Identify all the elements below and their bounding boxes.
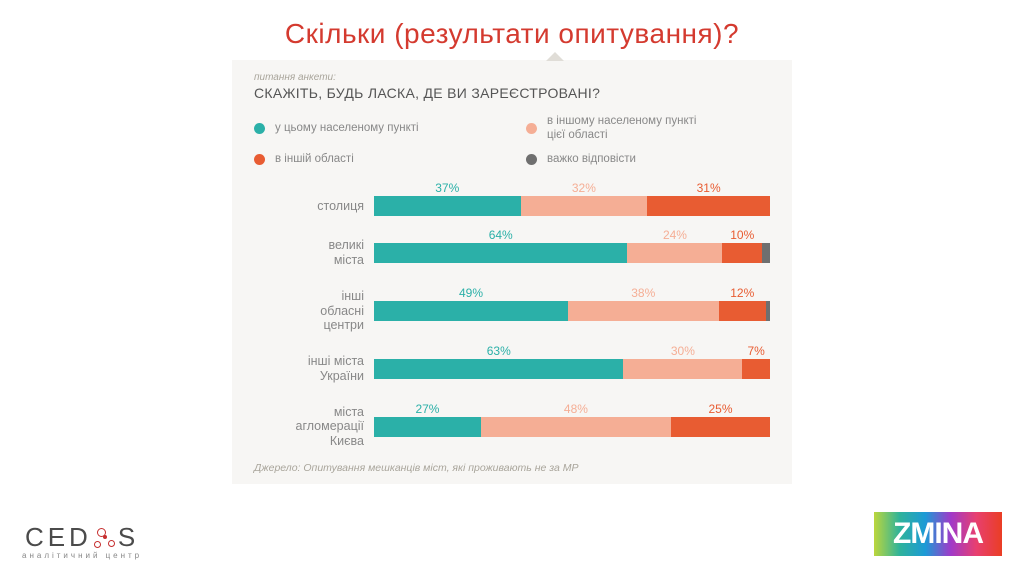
bar-row: інші міста України63%30%7%	[254, 342, 770, 383]
bar-row-label: міста агломерації Києва	[254, 405, 364, 448]
legend-item: у цьому населеному пункті	[254, 115, 498, 143]
legend-label: в іншому населеному пункті цієї області	[547, 115, 696, 143]
bar-track: 37%32%31%	[374, 196, 770, 216]
legend-dot	[526, 123, 537, 134]
source-note: Джерело: Опитування мешканців міст, які …	[254, 462, 770, 474]
legend-label: в іншій області	[275, 153, 354, 167]
zmina-logo: ZMINA	[874, 512, 1002, 556]
bar-segment: 32%	[521, 196, 648, 216]
legend-label: у цьому населеному пункті	[275, 122, 419, 136]
bar-row: великі міста64%24%10%	[254, 226, 770, 267]
bar-row: інші обласні центри49%38%12%	[254, 277, 770, 332]
bar-segment	[762, 243, 770, 263]
bar-segment-value: 10%	[730, 228, 754, 242]
bar-track: 64%24%10%	[374, 243, 770, 263]
bar-segment-value: 48%	[564, 402, 588, 416]
bar-segment-value: 7%	[747, 344, 764, 358]
bar-segment: 27%	[374, 417, 481, 437]
bar-segment-value: 12%	[730, 286, 754, 300]
legend-item: в іншій області	[254, 153, 498, 167]
bar-segment: 49%	[374, 301, 568, 321]
bar-chart: столиця37%32%31%великі міста64%24%10%інш…	[254, 184, 770, 448]
bar-segment: 12%	[719, 301, 767, 321]
question-text: СКАЖІТЬ, БУДЬ ЛАСКА, ДЕ ВИ ЗАРЕЄСТРОВАНІ…	[254, 85, 770, 101]
bar-row: столиця37%32%31%	[254, 184, 770, 216]
legend-dot	[526, 154, 537, 165]
bar-segment: 31%	[647, 196, 770, 216]
bar-segment-value: 63%	[487, 344, 511, 358]
bar-segment-value: 32%	[572, 181, 596, 195]
legend-label: важко відповісти	[547, 153, 636, 167]
legend-item: важко відповісти	[526, 153, 770, 167]
bar-segment: 63%	[374, 359, 623, 379]
cedos-logo-sub: аналітичний центр	[22, 551, 142, 560]
question-label: питання анкети:	[254, 72, 770, 83]
bar-segment-value: 30%	[671, 344, 695, 358]
bar-row: міста агломерації Києва27%48%25%	[254, 393, 770, 448]
legend-item: в іншому населеному пункті цієї області	[526, 115, 770, 143]
bar-segment-value: 37%	[435, 181, 459, 195]
legend-dot	[254, 123, 265, 134]
bar-segment: 64%	[374, 243, 627, 263]
bar-row-label: столиця	[254, 199, 364, 213]
bar-track: 63%30%7%	[374, 359, 770, 379]
bar-segment-value: 38%	[631, 286, 655, 300]
bar-segment: 30%	[623, 359, 742, 379]
legend-dot	[254, 154, 265, 165]
bar-segment: 7%	[742, 359, 770, 379]
bar-segment: 24%	[627, 243, 722, 263]
bar-segment: 38%	[568, 301, 718, 321]
chart-card: питання анкети: СКАЖІТЬ, БУДЬ ЛАСКА, ДЕ …	[232, 60, 792, 484]
bar-segment-value: 31%	[697, 181, 721, 195]
bar-segment: 10%	[722, 243, 762, 263]
bar-segment: 37%	[374, 196, 521, 216]
bar-track: 49%38%12%	[374, 301, 770, 321]
bar-row-label: інші обласні центри	[254, 289, 364, 332]
bar-segment-value: 64%	[489, 228, 513, 242]
bar-row-label: великі міста	[254, 238, 364, 267]
page-title: Скільки (результати опитування)?	[0, 0, 1024, 60]
legend: у цьому населеному пункті в іншому населе…	[254, 115, 770, 166]
bar-row-label: інші міста України	[254, 354, 364, 383]
bar-segment-value: 25%	[708, 402, 732, 416]
bar-track: 27%48%25%	[374, 417, 770, 437]
bar-segment-value: 49%	[459, 286, 483, 300]
cedos-logo: CED S аналітичний центр	[22, 522, 142, 560]
bar-segment: 25%	[671, 417, 770, 437]
bar-segment-value: 24%	[663, 228, 687, 242]
cedos-logo-glyph	[94, 527, 116, 549]
bar-segment	[766, 301, 770, 321]
bar-segment: 48%	[481, 417, 671, 437]
bar-segment-value: 27%	[415, 402, 439, 416]
